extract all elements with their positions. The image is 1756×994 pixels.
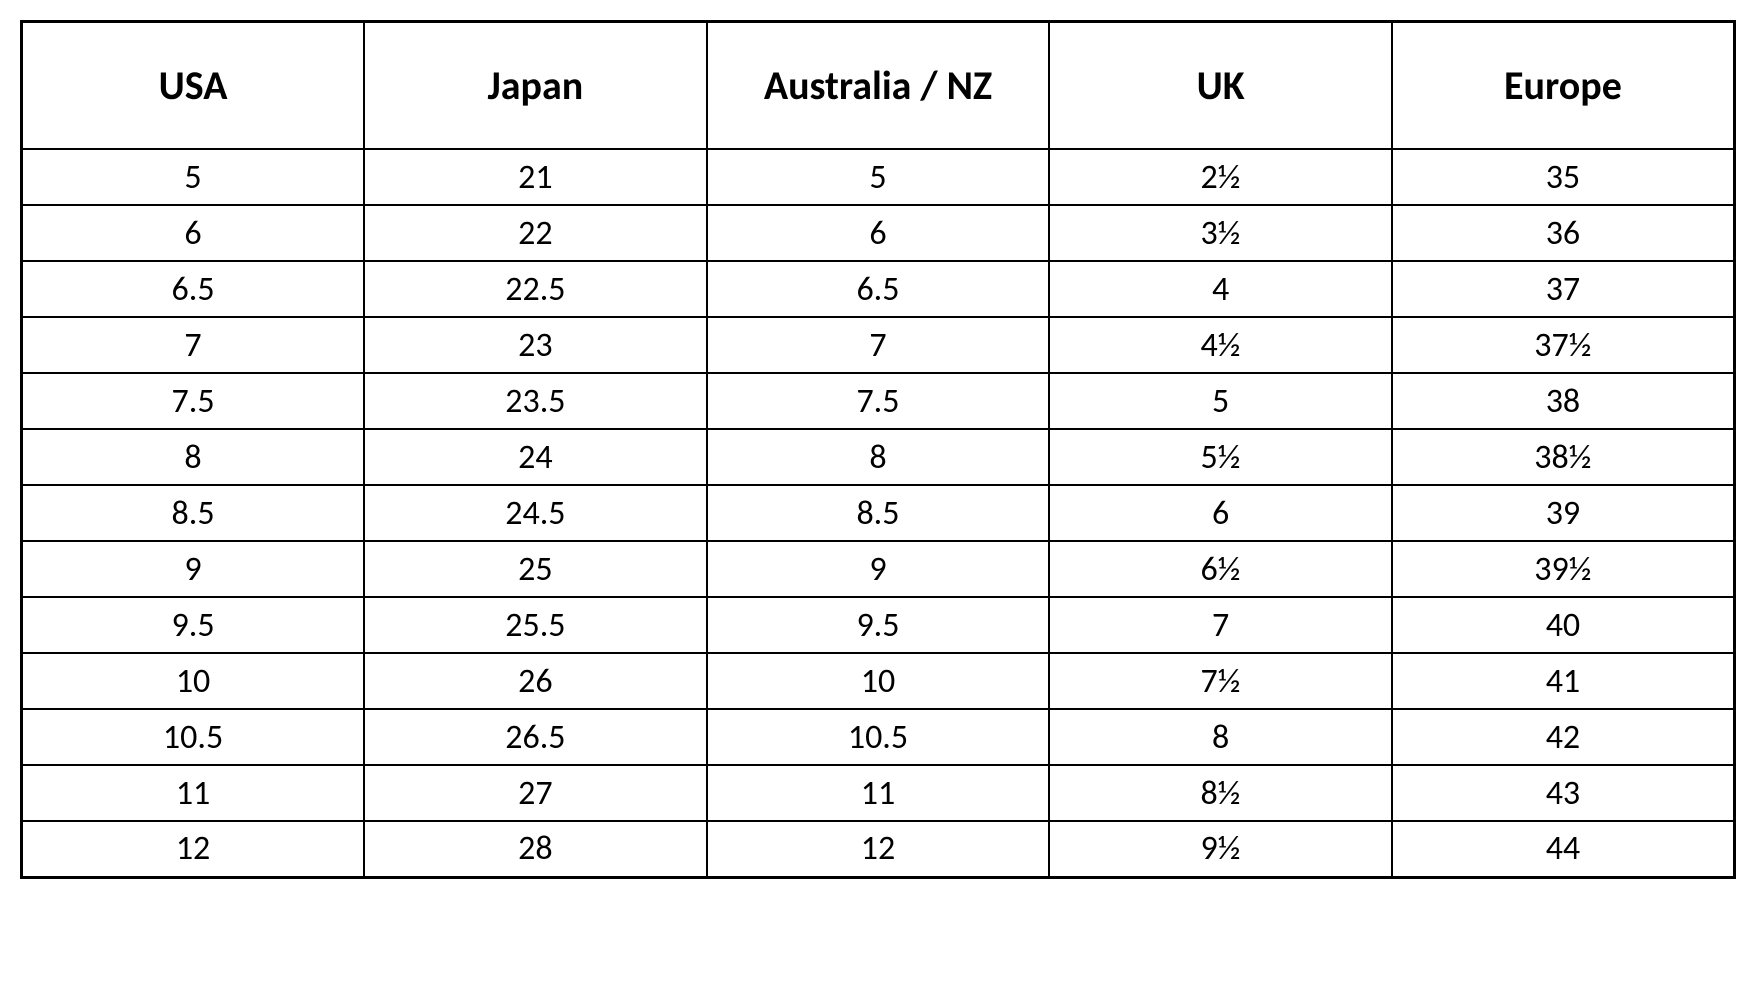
cell-usa: 5 [22, 149, 365, 205]
column-header-usa: USA [22, 22, 365, 150]
column-header-uk: UK [1049, 22, 1392, 150]
cell-uk: 5½ [1049, 429, 1392, 485]
cell-uk: 7 [1049, 597, 1392, 653]
cell-japan: 25 [364, 541, 707, 597]
cell-uk: 7½ [1049, 653, 1392, 709]
cell-usa: 9 [22, 541, 365, 597]
table-header-row: USA Japan Australia / NZ UK Europe [22, 22, 1735, 150]
cell-usa: 8.5 [22, 485, 365, 541]
cell-usa: 7.5 [22, 373, 365, 429]
cell-uk: 2½ [1049, 149, 1392, 205]
cell-australia-nz: 8.5 [707, 485, 1050, 541]
cell-usa: 12 [22, 821, 365, 877]
table-row: 10.5 26.5 10.5 8 42 [22, 709, 1735, 765]
cell-japan: 27 [364, 765, 707, 821]
table-row: 11 27 11 8½ 43 [22, 765, 1735, 821]
cell-australia-nz: 6.5 [707, 261, 1050, 317]
cell-australia-nz: 11 [707, 765, 1050, 821]
table-row: 5 21 5 2½ 35 [22, 149, 1735, 205]
cell-europe: 44 [1392, 821, 1735, 877]
cell-australia-nz: 10.5 [707, 709, 1050, 765]
cell-europe: 38½ [1392, 429, 1735, 485]
cell-europe: 41 [1392, 653, 1735, 709]
table-row: 7.5 23.5 7.5 5 38 [22, 373, 1735, 429]
cell-japan: 26.5 [364, 709, 707, 765]
column-header-australia-nz: Australia / NZ [707, 22, 1050, 150]
cell-australia-nz: 10 [707, 653, 1050, 709]
cell-australia-nz: 9.5 [707, 597, 1050, 653]
cell-usa: 10.5 [22, 709, 365, 765]
cell-europe: 39½ [1392, 541, 1735, 597]
cell-uk: 8 [1049, 709, 1392, 765]
cell-australia-nz: 7 [707, 317, 1050, 373]
cell-usa: 6.5 [22, 261, 365, 317]
cell-usa: 6 [22, 205, 365, 261]
cell-japan: 28 [364, 821, 707, 877]
cell-australia-nz: 6 [707, 205, 1050, 261]
cell-europe: 37 [1392, 261, 1735, 317]
table-header: USA Japan Australia / NZ UK Europe [22, 22, 1735, 150]
cell-japan: 24 [364, 429, 707, 485]
cell-japan: 26 [364, 653, 707, 709]
table-row: 9 25 9 6½ 39½ [22, 541, 1735, 597]
cell-uk: 6½ [1049, 541, 1392, 597]
cell-japan: 22.5 [364, 261, 707, 317]
cell-uk: 8½ [1049, 765, 1392, 821]
table-row: 9.5 25.5 9.5 7 40 [22, 597, 1735, 653]
cell-europe: 35 [1392, 149, 1735, 205]
cell-japan: 23 [364, 317, 707, 373]
column-header-europe: Europe [1392, 22, 1735, 150]
table-row: 6 22 6 3½ 36 [22, 205, 1735, 261]
cell-europe: 38 [1392, 373, 1735, 429]
cell-usa: 7 [22, 317, 365, 373]
cell-japan: 23.5 [364, 373, 707, 429]
cell-australia-nz: 8 [707, 429, 1050, 485]
table-row: 12 28 12 9½ 44 [22, 821, 1735, 877]
size-conversion-table-container: USA Japan Australia / NZ UK Europe 5 21 … [20, 20, 1736, 879]
cell-japan: 21 [364, 149, 707, 205]
table-body: 5 21 5 2½ 35 6 22 6 3½ 36 6.5 22.5 6.5 4… [22, 149, 1735, 877]
table-row: 8 24 8 5½ 38½ [22, 429, 1735, 485]
cell-australia-nz: 5 [707, 149, 1050, 205]
cell-australia-nz: 7.5 [707, 373, 1050, 429]
cell-europe: 40 [1392, 597, 1735, 653]
cell-uk: 6 [1049, 485, 1392, 541]
cell-europe: 36 [1392, 205, 1735, 261]
cell-japan: 24.5 [364, 485, 707, 541]
cell-usa: 9.5 [22, 597, 365, 653]
cell-europe: 43 [1392, 765, 1735, 821]
cell-uk: 4½ [1049, 317, 1392, 373]
cell-europe: 42 [1392, 709, 1735, 765]
cell-uk: 5 [1049, 373, 1392, 429]
table-row: 10 26 10 7½ 41 [22, 653, 1735, 709]
table-row: 7 23 7 4½ 37½ [22, 317, 1735, 373]
size-conversion-table: USA Japan Australia / NZ UK Europe 5 21 … [20, 20, 1736, 879]
cell-europe: 37½ [1392, 317, 1735, 373]
cell-australia-nz: 12 [707, 821, 1050, 877]
cell-japan: 25.5 [364, 597, 707, 653]
cell-uk: 9½ [1049, 821, 1392, 877]
cell-usa: 10 [22, 653, 365, 709]
cell-japan: 22 [364, 205, 707, 261]
cell-usa: 8 [22, 429, 365, 485]
cell-uk: 4 [1049, 261, 1392, 317]
table-row: 6.5 22.5 6.5 4 37 [22, 261, 1735, 317]
cell-uk: 3½ [1049, 205, 1392, 261]
cell-usa: 11 [22, 765, 365, 821]
cell-europe: 39 [1392, 485, 1735, 541]
cell-australia-nz: 9 [707, 541, 1050, 597]
column-header-japan: Japan [364, 22, 707, 150]
table-row: 8.5 24.5 8.5 6 39 [22, 485, 1735, 541]
